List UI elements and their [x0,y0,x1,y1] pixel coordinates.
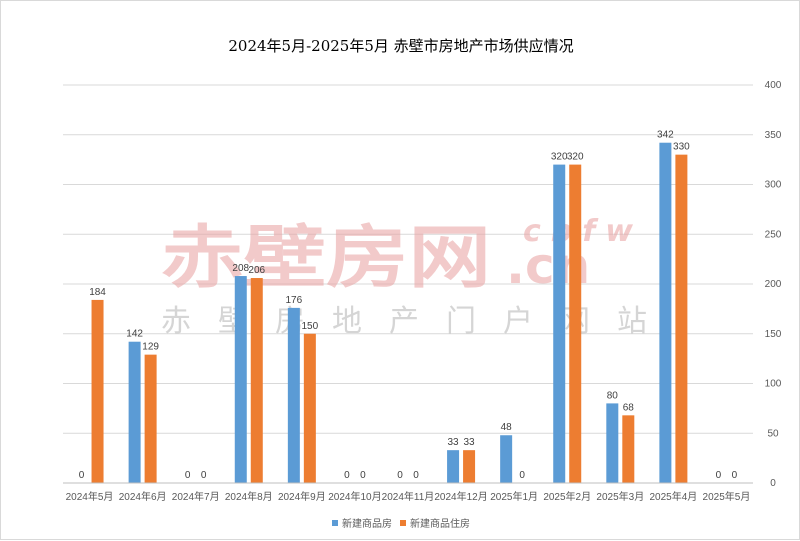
data-label: 0 [201,470,207,481]
x-tick-label: 2024年5月 [66,490,114,503]
data-label: 184 [89,287,106,298]
bar-series2 [144,354,157,483]
y-tick-label: 0 [770,478,776,489]
watermark-subtitle-char: 产 [389,304,419,339]
bar-series1 [234,276,247,483]
bar-series2 [303,333,316,483]
data-label: 0 [360,470,366,481]
y-tick-label: 350 [765,130,782,141]
data-label: 33 [464,437,476,448]
legend-item: 新建商品房 [332,515,392,530]
data-label: 0 [732,470,738,481]
y-tick-label: 50 [767,428,779,439]
legend-label: 新建商品房 [342,519,392,530]
data-label: 68 [623,402,635,413]
data-label: 176 [286,295,303,306]
watermark-subtitle-char: 站 [617,304,647,339]
x-tick-label: 2024年10月 [328,490,381,503]
bar-series2 [250,278,263,483]
x-tick-label: 2024年8月 [225,490,273,503]
bar-series2 [675,154,688,483]
x-tick-label: 2024年7月 [172,490,220,503]
legend-item: 新建商品住房 [400,515,470,530]
x-tick-label: 2024年9月 [278,490,326,503]
y-tick-label: 250 [765,229,782,240]
bar-series2 [622,415,635,483]
bar-series1 [553,164,566,483]
legend-label: 新建商品住房 [410,519,470,530]
data-label: 0 [413,470,419,481]
data-label: 0 [716,470,722,481]
x-tick-label: 2025年3月 [596,490,644,503]
chart-title: 2024年5月-2025年5月 赤壁市房地产市场供应情况 [228,37,574,55]
data-label: 0 [519,470,525,481]
data-label: 0 [344,470,350,481]
x-tick-label: 2025年4月 [649,490,697,503]
bar-series1 [659,142,672,483]
watermark-subtitle-char: 户 [503,304,533,339]
x-tick-label: 2024年6月 [119,490,167,503]
y-tick-label: 200 [765,279,782,290]
x-tick-label: 2025年1月 [490,490,538,503]
data-label: 0 [185,470,191,481]
bar-series1 [606,403,619,483]
bar-series1 [128,341,141,483]
data-label: 48 [501,422,513,433]
watermark-subtitle-char: 地 [332,304,362,339]
x-tick-label: 2024年11月 [382,490,435,503]
watermark-subtitle-char: 赤 [161,304,191,339]
watermark-logo-text: 赤壁房网 [161,219,491,298]
data-label: 208 [232,263,249,274]
y-tick-label: 100 [765,379,782,390]
y-tick-label: 400 [765,80,782,91]
data-label: 320 [567,152,584,163]
data-label: 330 [673,142,690,153]
legend-swatch [332,519,338,526]
watermark-subtitle-char: 门 [446,304,476,339]
data-label: 150 [302,321,319,332]
data-label: 320 [551,152,568,163]
data-label: 0 [79,470,85,481]
bar-series2 [463,450,476,483]
bar-series1 [500,435,513,483]
x-tick-label: 2025年5月 [703,490,751,503]
x-tick-label: 2025年2月 [543,490,591,503]
bar-series1 [287,307,300,483]
x-tick-label: 2024年12月 [434,490,487,503]
data-label: 129 [142,342,159,353]
legend-swatch [400,519,406,526]
data-label: 206 [248,265,265,276]
data-label: 0 [397,470,403,481]
data-label: 80 [607,390,619,401]
y-tick-label: 150 [765,329,782,340]
bar-series2 [91,299,104,483]
bar-series2 [569,164,582,483]
data-label: 142 [126,329,143,340]
data-label: 342 [657,130,674,141]
legend: 新建商品房 新建商品住房 [1,515,800,530]
y-tick-label: 300 [765,180,782,191]
bar-series1 [447,450,460,483]
data-label: 33 [448,437,460,448]
